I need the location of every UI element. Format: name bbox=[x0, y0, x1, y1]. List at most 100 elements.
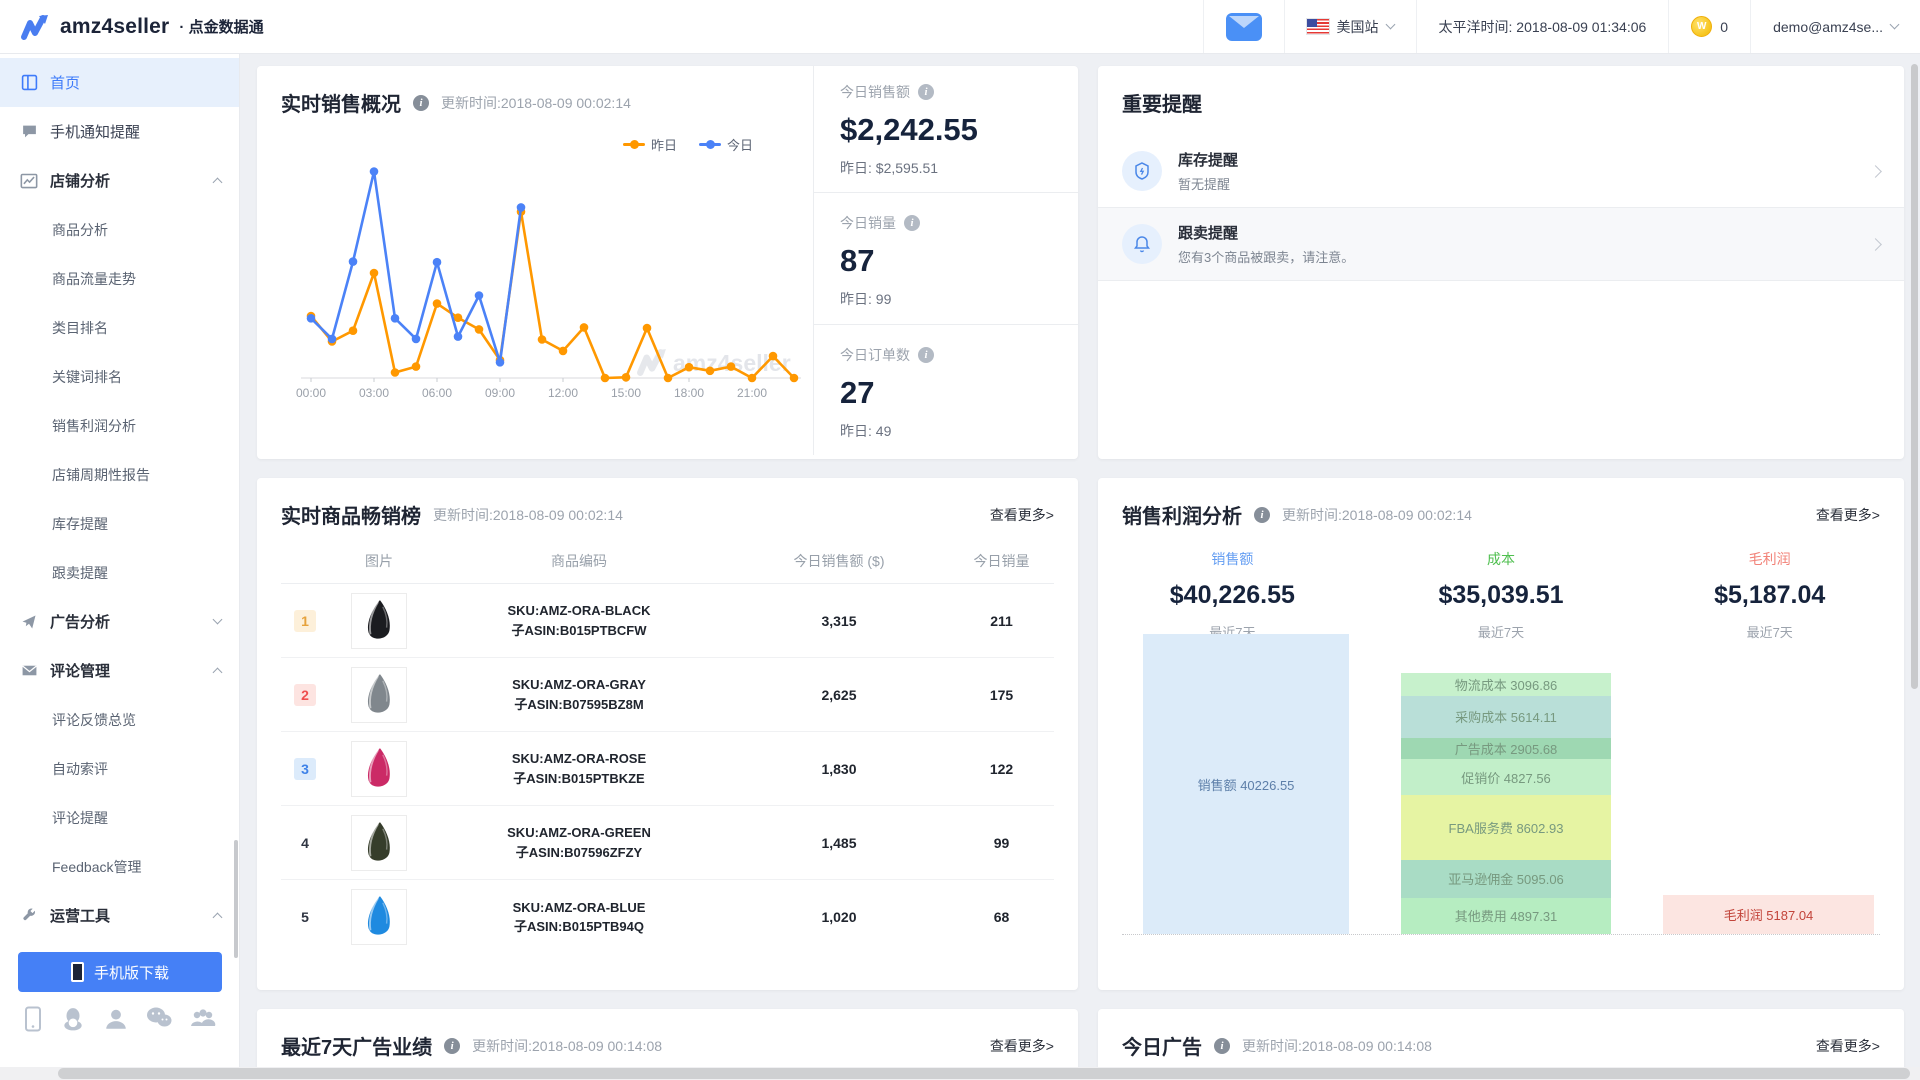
marketplace-selector[interactable]: 美国站 bbox=[1283, 0, 1416, 53]
sidebar-item-16[interactable]: Feedback管理 bbox=[0, 842, 239, 891]
sidebar-item-label: Feedback管理 bbox=[52, 858, 142, 875]
alert-desc: 暂无提醒 bbox=[1178, 177, 1231, 192]
view-more-link[interactable]: 查看更多> bbox=[989, 506, 1054, 523]
sales-cell: 1,485 bbox=[821, 834, 857, 851]
legend-yesterday[interactable]: 昨日 bbox=[622, 135, 677, 154]
chevron-up-icon bbox=[212, 177, 223, 188]
info-icon[interactable]: i bbox=[1214, 1037, 1230, 1054]
top-header: amz4seller · 点金数据通 美国站 太平洋时间: 2018-08-09… bbox=[0, 0, 1920, 54]
info-icon[interactable]: i bbox=[1254, 506, 1270, 523]
table-row[interactable]: 3 SKU:AMZ-ORA-ROSE 子ASIN:B015PTBKZE 1,830 1… bbox=[281, 732, 1054, 806]
sidebar-item-15[interactable]: 评论提醒 bbox=[0, 793, 239, 842]
qty-cell: 175 bbox=[989, 686, 1014, 703]
stat-value: $2,242.55 bbox=[840, 112, 978, 147]
waterfall-column-1: 物流成本 3096.86 采购成本 5614.11 广告成本 2905.68 促销价 … bbox=[1401, 672, 1611, 934]
grid-icon bbox=[20, 74, 38, 92]
sidebar-item-7[interactable]: 销售利润分析 bbox=[0, 401, 239, 450]
group-icon[interactable] bbox=[189, 1006, 217, 1037]
info-icon[interactable]: i bbox=[918, 346, 934, 363]
sidebar-item-label: 关键词排名 bbox=[52, 368, 122, 385]
sidebar-item-11[interactable]: 广告分析 bbox=[0, 597, 239, 646]
chevron-up-icon bbox=[212, 912, 223, 923]
qq-icon[interactable] bbox=[60, 1006, 86, 1037]
info-icon[interactable]: i bbox=[444, 1037, 461, 1054]
sidebar-item-17[interactable]: 运营工具 bbox=[0, 891, 239, 940]
sales-cell: 3,315 bbox=[821, 612, 857, 629]
card-title: 实时商品畅销榜 bbox=[281, 506, 421, 528]
table-row[interactable]: 5 SKU:AMZ-ORA-BLUE 子ASIN:B015PTB94Q 1,020 6… bbox=[281, 880, 1054, 954]
view-more-link[interactable]: 查看更多> bbox=[1815, 1037, 1880, 1054]
legend-label: 昨日 bbox=[650, 138, 677, 153]
stat-label: 今日销量 bbox=[840, 215, 896, 232]
sidebar-scrollbar[interactable] bbox=[234, 840, 238, 958]
waterfall-block: 亚马逊佣金 5095.06 bbox=[1401, 859, 1611, 898]
legend-today[interactable]: 今日 bbox=[698, 135, 753, 154]
sidebar-item-13[interactable]: 评论反馈总览 bbox=[0, 695, 239, 744]
coin-balance[interactable]: W 0 bbox=[1668, 0, 1750, 53]
table-header: 图片 商品编码 今日销售额 ($) 今日销量 bbox=[281, 535, 1054, 584]
mobile-download-button[interactable]: 手机版下载 bbox=[18, 952, 222, 992]
sidebar-item-label: 评论反馈总览 bbox=[52, 711, 136, 728]
sidebar-item-label: 跟卖提醒 bbox=[52, 564, 108, 581]
waterfall-block: 广告成本 2905.68 bbox=[1401, 737, 1611, 760]
brand: amz4seller · 点金数据通 bbox=[0, 0, 264, 53]
hijack-alert-row[interactable]: 跟卖提醒 您有3个商品被跟卖，请注意。 bbox=[1098, 207, 1904, 281]
mobile-download-label: 手机版下载 bbox=[93, 964, 169, 982]
rank-badge: 3 bbox=[294, 757, 316, 780]
table-body: 1 SKU:AMZ-ORA-BLACK 子ASIN:B015PTBCFW 3,315… bbox=[281, 584, 1054, 954]
important-alerts-card: 重要提醒 库存提醒 暂无提醒 跟卖提醒 您有3个商品被跟卖，请注意。 bbox=[1098, 66, 1904, 459]
view-more-link[interactable]: 查看更多> bbox=[989, 1037, 1054, 1054]
col-sku: 商品编码 bbox=[551, 553, 607, 569]
phone-icon[interactable] bbox=[22, 1006, 44, 1037]
info-icon[interactable]: i bbox=[413, 94, 429, 111]
watermark-logo-icon bbox=[637, 349, 666, 376]
product-image bbox=[351, 592, 407, 649]
wechat-icon[interactable] bbox=[145, 1006, 173, 1037]
account-menu[interactable]: demo@amz4se... bbox=[1750, 0, 1920, 53]
profit-waterfall-chart: 销售额 40226.55 物流成本 3096.86 采购成本 5614.11 广告成本… bbox=[1122, 628, 1880, 935]
bell-icon bbox=[1122, 224, 1162, 264]
sidebar-item-2[interactable]: 店铺分析 bbox=[0, 156, 239, 205]
view-more-link[interactable]: 查看更多> bbox=[1815, 506, 1880, 523]
stat-period: 最近7天 bbox=[1477, 625, 1525, 640]
vertical-scrollbar[interactable] bbox=[1911, 64, 1918, 689]
chevron-down-icon bbox=[212, 614, 223, 625]
updated-time: 更新时间:2018-08-09 00:02:14 bbox=[1282, 506, 1472, 523]
sidebar-item-10[interactable]: 跟卖提醒 bbox=[0, 548, 239, 597]
sidebar-item-5[interactable]: 类目排名 bbox=[0, 303, 239, 352]
sidebar-item-8[interactable]: 店铺周期性报告 bbox=[0, 450, 239, 499]
sidebar-item-9[interactable]: 库存提醒 bbox=[0, 499, 239, 548]
updated-time: 更新时间:2018-08-09 00:14:08 bbox=[1242, 1037, 1432, 1054]
stat-today-orders: 今日订单数 i 27 昨日: 49 bbox=[814, 325, 1078, 455]
sidebar-item-1[interactable]: 手机通知提醒 bbox=[0, 107, 239, 156]
sidebar-item-label: 手机通知提醒 bbox=[50, 124, 141, 141]
card-title: 今日广告 bbox=[1122, 1037, 1202, 1059]
sidebar-item-3[interactable]: 商品分析 bbox=[0, 205, 239, 254]
product-image bbox=[351, 666, 407, 723]
table-row[interactable]: 2 SKU:AMZ-ORA-GRAY 子ASIN:B07595BZ8M 2,625 1… bbox=[281, 658, 1054, 732]
waterfall-block: 促销价 4827.56 bbox=[1401, 759, 1611, 796]
messages-button[interactable] bbox=[1202, 0, 1284, 53]
table-row[interactable]: 4 SKU:AMZ-ORA-GREEN 子ASIN:B07596ZFZY 1,485… bbox=[281, 806, 1054, 880]
info-icon[interactable]: i bbox=[904, 215, 920, 232]
sidebar-item-6[interactable]: 关键词排名 bbox=[0, 352, 239, 401]
sidebar-item-4[interactable]: 商品流量走势 bbox=[0, 254, 239, 303]
sidebar-item-0[interactable]: 首页 bbox=[0, 58, 239, 107]
brand-suffix: · 点金数据通 bbox=[179, 19, 264, 36]
table-row[interactable]: 1 SKU:AMZ-ORA-BLACK 子ASIN:B015PTBCFW 3,315… bbox=[281, 584, 1054, 658]
rank-badge: 4 bbox=[301, 834, 309, 851]
stat-value: $40,226.55 bbox=[1169, 581, 1295, 609]
sidebar-item-12[interactable]: 评论管理 bbox=[0, 646, 239, 695]
horizontal-scrollbar-thumb[interactable] bbox=[58, 1068, 1910, 1079]
person-icon[interactable] bbox=[103, 1006, 129, 1037]
inventory-alert-row[interactable]: 库存提醒 暂无提醒 bbox=[1098, 135, 1904, 207]
svg-text:09:00: 09:00 bbox=[485, 386, 515, 400]
waterfall-block: 采购成本 5614.11 bbox=[1401, 695, 1611, 738]
col-image: 图片 bbox=[365, 553, 393, 569]
sidebar-item-14[interactable]: 自动索评 bbox=[0, 744, 239, 793]
info-icon[interactable]: i bbox=[918, 84, 934, 100]
svg-text:06:00: 06:00 bbox=[422, 386, 452, 400]
legend-label: 今日 bbox=[726, 138, 753, 153]
profit-stat-cost: 成本 $35,039.51 最近7天 bbox=[1367, 549, 1636, 641]
qty-cell: 68 bbox=[993, 909, 1010, 925]
